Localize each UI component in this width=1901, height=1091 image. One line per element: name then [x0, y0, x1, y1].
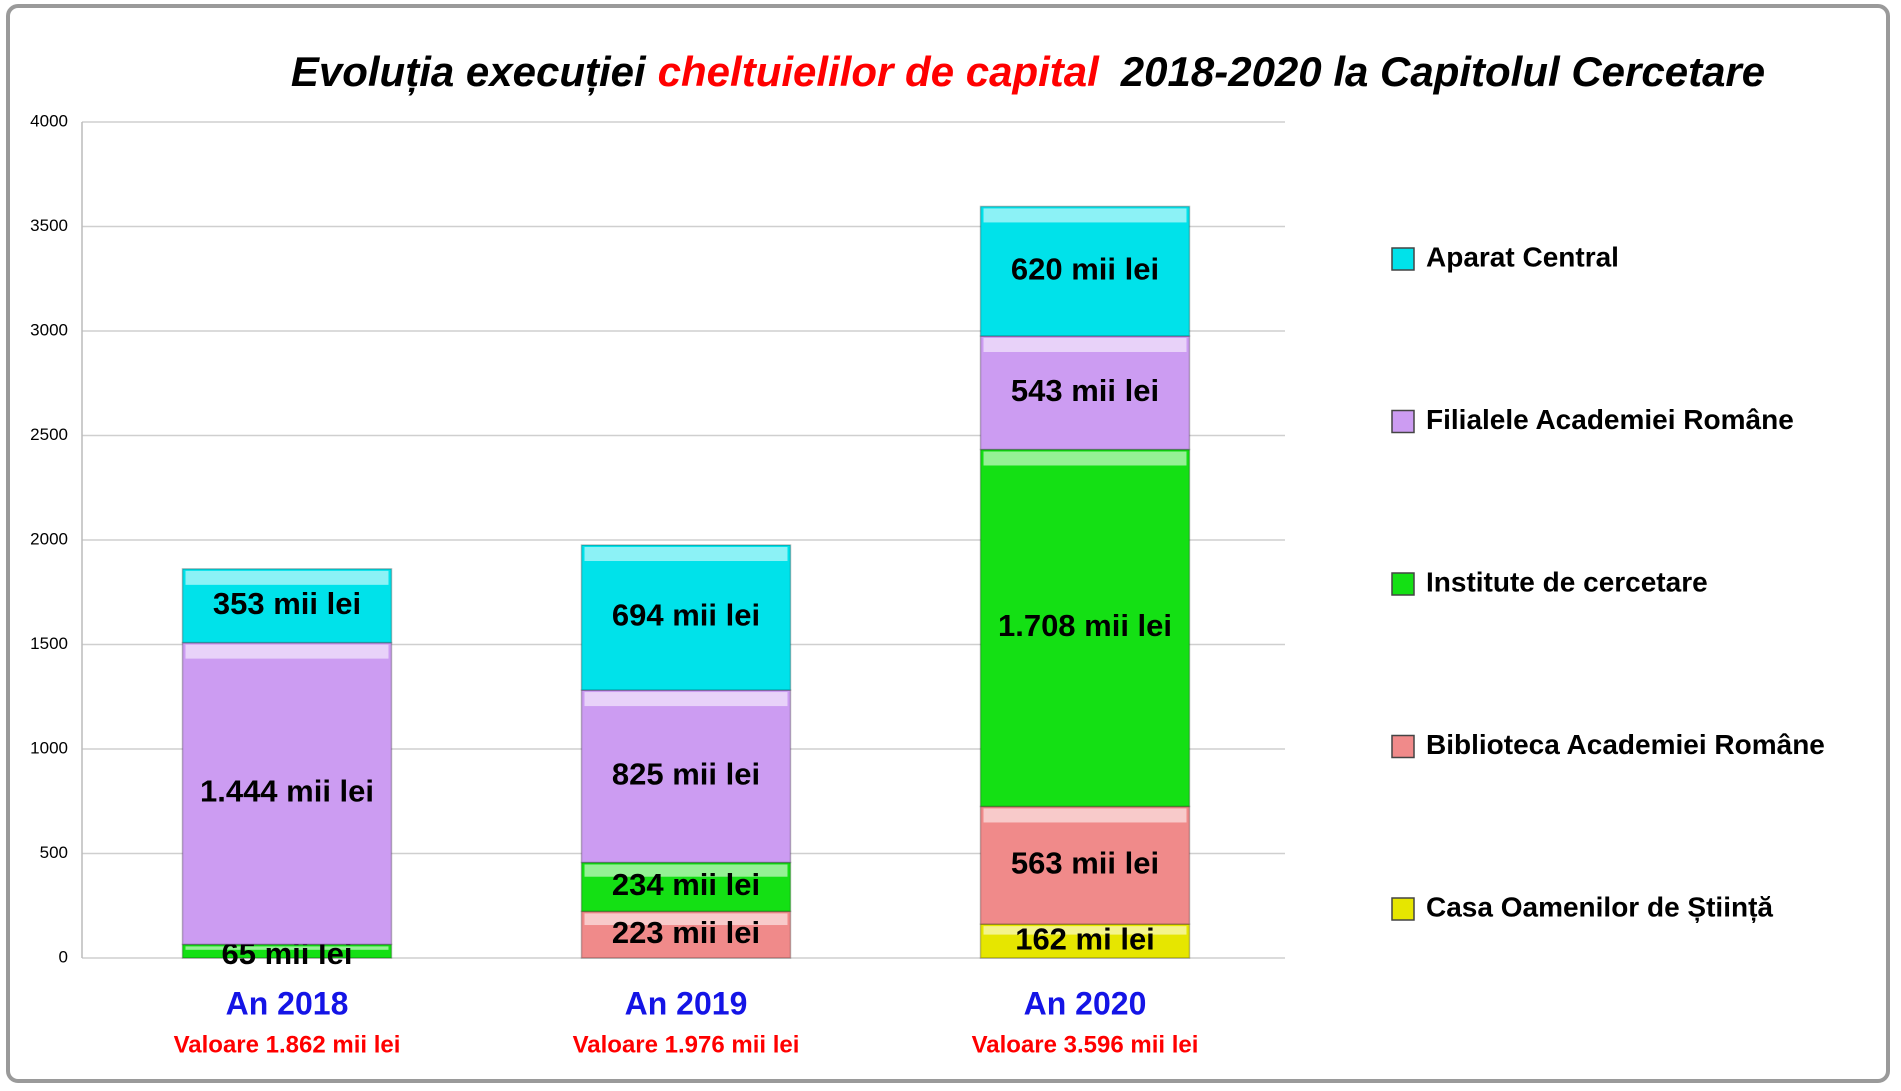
category-note: Valoare 1.862 mii lei	[174, 1031, 401, 1058]
title-part: Evoluția execuției	[291, 48, 647, 95]
category-note: Valoare 1.976 mii lei	[573, 1031, 800, 1058]
legend-label: Aparat Central	[1426, 241, 1619, 272]
bar-segment	[979, 335, 1191, 451]
value-label: 1.708 mii lei	[998, 608, 1172, 643]
value-label: 620 mii lei	[1011, 251, 1159, 286]
bar-highlight	[584, 547, 788, 562]
bar-segment	[979, 205, 1191, 337]
bar-highlight	[983, 338, 1187, 353]
y-tick-label: 0	[59, 947, 68, 966]
legend-label: Biblioteca Academiei Române	[1426, 729, 1825, 760]
y-tick-label: 2000	[30, 529, 68, 548]
title-part: cheltuielilor de capital	[658, 48, 1100, 95]
y-tick-label: 1000	[30, 738, 68, 757]
bar-highlight	[185, 644, 389, 659]
y-tick-label: 1500	[30, 634, 68, 653]
value-label: 543 mii lei	[1011, 373, 1159, 408]
category-note: Valoare 3.596 mii lei	[972, 1031, 1199, 1058]
x-tick-label: An 2019	[625, 985, 748, 1021]
y-tick-label: 500	[40, 843, 68, 862]
legend-swatch	[1391, 897, 1415, 921]
value-label: 223 mii lei	[612, 915, 760, 950]
value-label: 234 mii lei	[612, 867, 760, 902]
bar-highlight	[584, 692, 788, 707]
bar-segment	[181, 641, 393, 946]
legend-swatch	[1391, 572, 1415, 596]
bar-highlight	[185, 946, 389, 950]
chart-frame	[6, 4, 1890, 1083]
bar-highlight	[584, 913, 788, 926]
value-label: 1.444 mii lei	[200, 774, 374, 809]
bar-highlight	[185, 570, 389, 585]
bar-highlight	[584, 864, 788, 877]
y-tick-label: 3500	[30, 216, 68, 235]
bar-highlight	[983, 926, 1187, 935]
value-label: 825 mii lei	[612, 756, 760, 791]
legend-swatch	[1391, 734, 1415, 759]
bar-segment	[580, 544, 792, 691]
value-label: 694 mii lei	[612, 598, 760, 633]
y-tick-label: 3000	[30, 320, 68, 339]
legend-swatch	[1391, 247, 1415, 271]
legend-swatch	[1391, 409, 1415, 434]
bar-segment	[580, 689, 792, 864]
bar-highlight	[983, 808, 1187, 823]
chart-title: Evoluția execuției cheltuielilor de capit…	[291, 48, 1765, 95]
bar-highlight	[983, 208, 1187, 223]
y-tick-label: 2500	[30, 425, 68, 444]
title-part: 2018-2020 la Capitolul Cercetare	[1120, 48, 1765, 95]
x-tick-label: An 2020	[1024, 985, 1147, 1021]
x-tick-label: An 2018	[226, 985, 349, 1021]
y-tick-label: 4000	[30, 111, 68, 130]
value-label: 563 mii lei	[1011, 845, 1159, 880]
legend-label: Institute de cercetare	[1426, 566, 1708, 597]
legend-label: Filialele Academiei Române	[1426, 404, 1794, 435]
legend-label: Casa Oamenilor de Știință	[1426, 891, 1773, 922]
bar-highlight	[983, 451, 1187, 466]
value-label: 353 mii lei	[213, 586, 361, 621]
bar-segment	[979, 805, 1191, 925]
value-label: 162 mi lei	[1015, 921, 1155, 956]
